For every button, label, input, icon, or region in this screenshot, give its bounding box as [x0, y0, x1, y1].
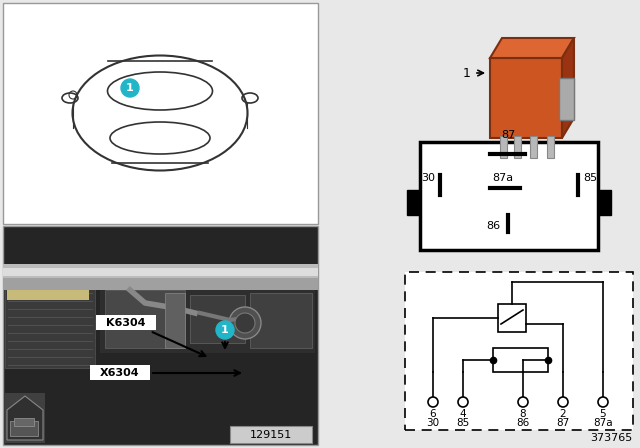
- Text: 1: 1: [126, 83, 134, 93]
- Polygon shape: [7, 396, 43, 440]
- Text: 2: 2: [560, 409, 566, 419]
- Circle shape: [558, 397, 568, 407]
- Text: 85: 85: [583, 173, 597, 183]
- Polygon shape: [562, 38, 574, 138]
- Bar: [5, 280, 95, 368]
- Bar: [598, 190, 611, 215]
- Bar: [490, 58, 562, 138]
- Circle shape: [229, 307, 261, 339]
- Text: 1: 1: [463, 66, 471, 79]
- Bar: [250, 293, 312, 348]
- Bar: [190, 295, 245, 343]
- Text: 87a: 87a: [492, 173, 513, 183]
- Bar: [514, 136, 521, 158]
- Text: K6304: K6304: [106, 318, 146, 327]
- Bar: [3, 3, 318, 224]
- Circle shape: [216, 321, 234, 339]
- Circle shape: [598, 397, 608, 407]
- Bar: [498, 304, 526, 332]
- Circle shape: [428, 397, 438, 407]
- Bar: [96, 315, 156, 330]
- Bar: [90, 365, 150, 380]
- Bar: [493, 348, 548, 372]
- Bar: [3, 226, 318, 445]
- Polygon shape: [490, 38, 574, 58]
- Bar: [3, 264, 318, 278]
- Bar: [14, 418, 34, 426]
- Text: 5: 5: [600, 409, 606, 419]
- Text: 30: 30: [426, 418, 440, 428]
- Bar: [420, 142, 598, 250]
- Bar: [559, 78, 574, 120]
- Bar: [230, 426, 312, 443]
- Bar: [5, 393, 45, 443]
- Text: 373765: 373765: [589, 433, 632, 443]
- Text: 129151: 129151: [250, 430, 292, 439]
- Circle shape: [121, 79, 139, 97]
- Bar: [500, 136, 507, 158]
- Bar: [547, 136, 554, 158]
- Circle shape: [518, 397, 528, 407]
- Text: 86: 86: [516, 418, 530, 428]
- Text: 85: 85: [456, 418, 470, 428]
- Text: 1: 1: [221, 325, 229, 335]
- Bar: [405, 272, 633, 430]
- Text: 6: 6: [429, 409, 436, 419]
- Bar: [7, 284, 89, 300]
- Text: 8: 8: [520, 409, 526, 419]
- Text: 4: 4: [460, 409, 467, 419]
- Bar: [165, 293, 185, 348]
- Circle shape: [458, 397, 468, 407]
- Text: 87: 87: [501, 130, 515, 140]
- Text: 87a: 87a: [593, 418, 613, 428]
- Bar: [3, 278, 318, 290]
- Circle shape: [235, 313, 255, 333]
- Text: 30: 30: [421, 173, 435, 183]
- Text: X6304: X6304: [100, 367, 140, 378]
- Bar: [3, 268, 318, 276]
- Bar: [10, 421, 38, 436]
- Text: 86: 86: [486, 221, 500, 231]
- Bar: [100, 281, 315, 353]
- Bar: [530, 136, 537, 158]
- Bar: [407, 190, 420, 215]
- Text: 87: 87: [556, 418, 570, 428]
- Bar: [105, 290, 185, 348]
